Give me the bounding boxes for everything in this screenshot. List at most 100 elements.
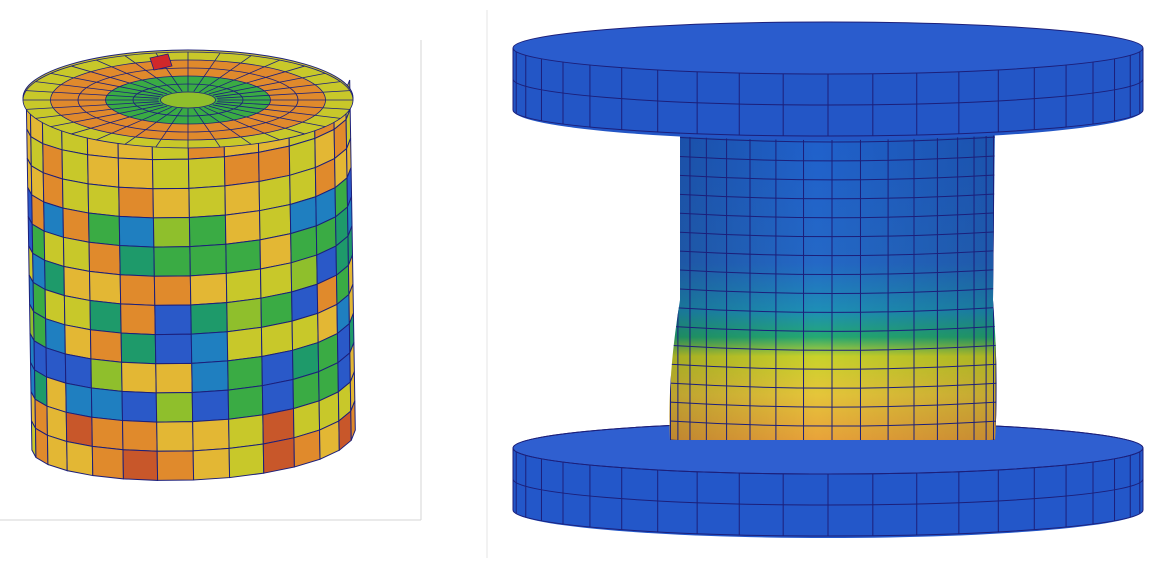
mesh-cell: [224, 210, 261, 245]
mesh-cell: [66, 440, 94, 477]
mesh-cell: [262, 437, 295, 474]
mesh-cell: [226, 326, 263, 362]
top-cap-spoke: [217, 101, 350, 110]
mesh-cell: [227, 355, 263, 391]
top-cap-spoke: [199, 55, 252, 93]
mesh-cell: [89, 300, 122, 334]
mesh-cell: [190, 331, 229, 364]
top-flange-top-face: [513, 22, 1143, 74]
top-cap-spoke: [212, 104, 326, 128]
mesh-cell: [119, 245, 155, 277]
mesh-cell: [228, 414, 264, 449]
mesh-cell: [154, 304, 192, 336]
shaft-mesh-line: [669, 306, 997, 313]
mesh-cell: [227, 385, 264, 420]
mesh-cell: [152, 187, 190, 219]
top-cap-spoke: [26, 90, 159, 99]
mesh-cell: [64, 324, 92, 360]
top-flange: [512, 21, 1144, 140]
top-cap-spoke: [212, 72, 326, 96]
top-cap-spoke: [193, 52, 221, 92]
mesh-cell: [65, 382, 93, 418]
mesh-cell: [153, 275, 192, 306]
shaft-mesh-line: [669, 287, 997, 294]
top-cap-spoke: [50, 104, 164, 128]
shaft-mesh-line: [669, 382, 997, 389]
top-cap-spoke: [35, 102, 161, 119]
top-cap-spoke: [26, 101, 159, 110]
mesh-cell: [88, 212, 121, 247]
mesh-cell: [191, 360, 229, 394]
mesh-cell: [87, 154, 120, 188]
mesh-cell: [225, 239, 261, 274]
shaft-mesh-line: [669, 401, 997, 408]
top-cap-spoke: [208, 105, 305, 135]
mesh-cell: [62, 178, 90, 214]
top-cap-spoke: [199, 107, 252, 145]
mesh-cell: [225, 268, 262, 304]
mesh-cell: [63, 265, 91, 302]
mesh-cell: [62, 236, 91, 272]
mesh-cell: [88, 241, 121, 276]
mesh-cell: [120, 303, 156, 336]
mesh-cell: [190, 302, 228, 335]
top-cap-spoke: [208, 65, 305, 95]
mesh-cell: [91, 445, 124, 480]
mesh-cell: [46, 434, 68, 472]
shaft-mesh-line: [669, 231, 997, 238]
mesh-cell: [192, 447, 231, 481]
mesh-cell: [188, 214, 227, 248]
mesh-cell: [188, 185, 226, 219]
mesh-cell: [223, 151, 260, 187]
flange-mesh-line: [512, 509, 1144, 537]
top-cap-spoke: [50, 72, 164, 96]
mesh-cell: [63, 295, 91, 331]
cylinder-mesh-panel: [0, 40, 422, 521]
top-cap-spoke: [71, 65, 168, 95]
mesh-cell: [64, 353, 92, 389]
mesh-cell: [156, 421, 194, 452]
mesh-cell: [121, 420, 158, 452]
mesh-cell: [187, 156, 226, 189]
mesh-cell: [154, 333, 193, 365]
shaft-mesh-line: [669, 344, 997, 351]
mesh-cell: [191, 389, 230, 423]
top-cap-spoke: [204, 59, 280, 94]
top-cap-spoke: [124, 107, 177, 145]
mesh-cell: [224, 180, 261, 216]
mesh-cell: [228, 443, 265, 479]
spool-shaft: [669, 118, 997, 440]
mesh-cell: [156, 450, 195, 481]
cylinder-side-mesh: [25, 79, 356, 481]
mesh-cell: [189, 272, 228, 306]
mesh-cell: [121, 390, 158, 423]
mesh-cell: [89, 329, 123, 363]
mesh-cell: [87, 183, 120, 217]
shaft-mesh-line: [669, 325, 997, 332]
top-cap-ring: [160, 91, 216, 109]
mesh-cell: [189, 243, 227, 277]
mesh-cell: [120, 332, 157, 365]
flange-mesh-line: [512, 78, 1144, 106]
cylinder-top-cap-mesh: [22, 49, 354, 149]
mesh-cell: [118, 186, 154, 219]
top-cap-spoke: [155, 108, 183, 148]
mesh-cell: [122, 449, 159, 481]
flange-mesh-line: [512, 478, 1144, 506]
top-cap-spoke: [217, 90, 350, 99]
mesh-cell: [118, 215, 155, 248]
mesh-cell: [90, 358, 123, 392]
mesh-cell: [192, 418, 230, 452]
top-cap-spoke: [96, 106, 172, 141]
mesh-cell: [155, 391, 194, 423]
mesh-cell: [61, 149, 89, 185]
mesh-cell: [62, 207, 90, 243]
top-cap-spoke: [71, 105, 168, 135]
mesh-cell: [153, 246, 191, 277]
top-cap-spoke: [124, 55, 177, 93]
shaft-mesh-line: [669, 155, 997, 162]
top-cap-spoke: [215, 102, 341, 119]
mesh-cell: [89, 270, 122, 305]
mesh-cell: [90, 387, 124, 422]
flange-rim: [512, 21, 1144, 75]
